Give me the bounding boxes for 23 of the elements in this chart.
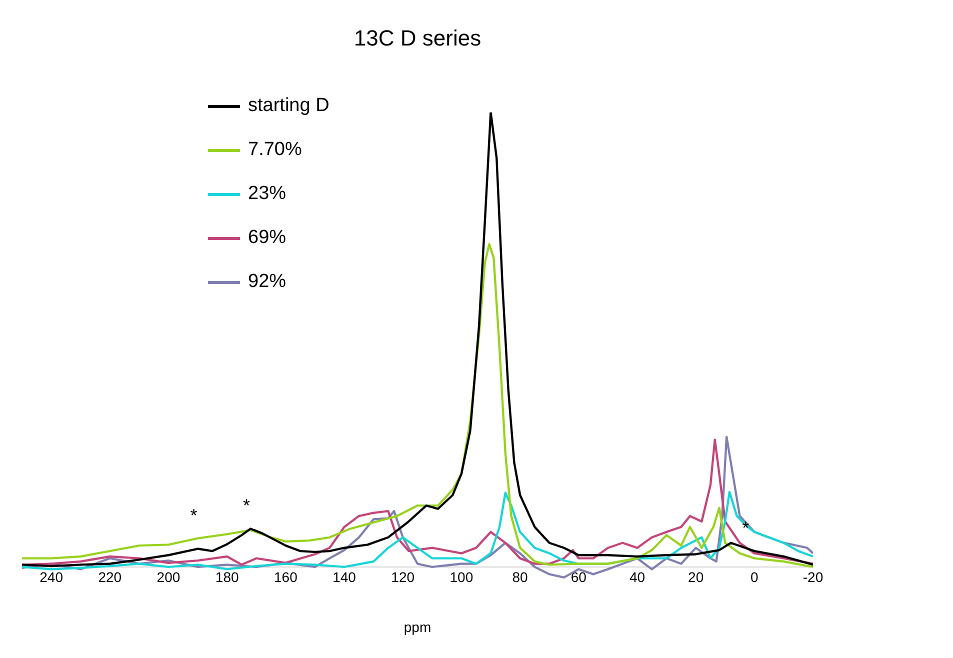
legend-label: 69% <box>248 227 286 249</box>
annotation: * <box>243 496 250 516</box>
x-tick-label: 220 <box>98 569 122 586</box>
legend-label: 23% <box>248 183 286 205</box>
x-tick-label: 180 <box>215 569 239 586</box>
x-tick-label: 20 <box>688 569 704 586</box>
x-tick-label: 100 <box>450 569 474 586</box>
x-tick-label: 60 <box>570 569 587 586</box>
x-tick-label: 40 <box>629 569 646 586</box>
x-tick-label: 160 <box>274 569 298 586</box>
x-tick-label: 240 <box>40 569 64 586</box>
x-tick-label: 120 <box>391 569 415 586</box>
chart-title: 13C D series <box>354 25 482 50</box>
annotation: * <box>190 505 198 526</box>
x-tick-label: 200 <box>156 569 180 586</box>
x-tick-label: -20 <box>802 569 824 586</box>
legend-label: 92% <box>248 271 286 293</box>
legend-label: 7.70% <box>248 139 302 161</box>
legend-label: starting D <box>248 95 330 117</box>
x-tick-label: 0 <box>750 569 759 586</box>
x-tick-label: 80 <box>512 569 528 586</box>
x-axis-title: ppm <box>404 619 432 636</box>
x-tick-label: 140 <box>332 569 356 586</box>
